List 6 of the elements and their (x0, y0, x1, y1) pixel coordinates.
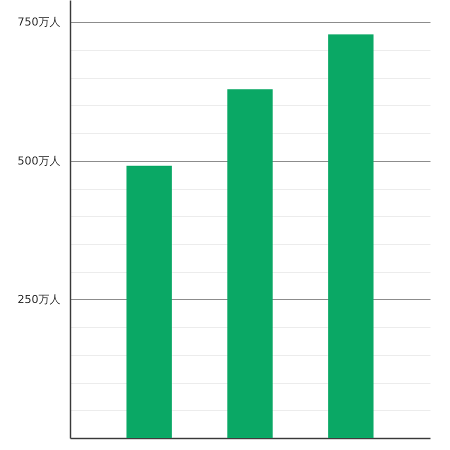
y-tick-label: 750万人 (18, 16, 60, 29)
bar (126, 166, 172, 438)
bar (328, 34, 374, 438)
y-tick-label: 250万人 (18, 292, 60, 306)
bar (227, 89, 273, 438)
y-tick-label: 500万人 (18, 154, 60, 168)
